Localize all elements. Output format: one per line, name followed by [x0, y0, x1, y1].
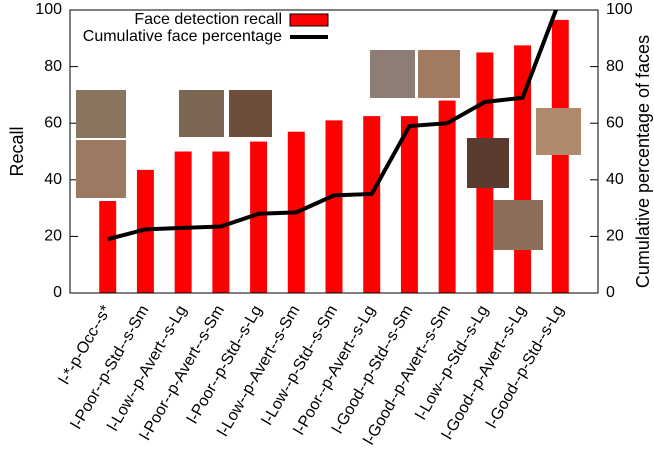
y2-tick-label: 40	[606, 171, 624, 188]
face-thumbnails	[76, 50, 581, 250]
face-image	[179, 90, 224, 137]
bar	[400, 116, 418, 293]
legend-label: Face detection recall	[134, 11, 282, 28]
bar	[174, 151, 192, 293]
face-image	[467, 138, 509, 188]
face-image	[418, 50, 460, 98]
y-tick-label: 100	[35, 1, 62, 18]
bar	[325, 120, 343, 294]
face-image	[76, 140, 126, 198]
bar	[363, 116, 381, 293]
y2-tick-label: 20	[606, 228, 624, 245]
legend-label: Cumulative face percentage	[83, 28, 282, 45]
y-tick-label: 40	[44, 171, 62, 188]
y2-tick-label: 100	[606, 1, 633, 18]
y-tick-label: 0	[53, 284, 62, 301]
y2-tick-label: 60	[606, 114, 624, 131]
bar	[551, 19, 569, 294]
plot-frame	[69, 9, 599, 294]
y-axis-label: Recall	[7, 126, 27, 176]
bar	[250, 141, 268, 293]
face-image	[493, 200, 543, 250]
y2-axis-label: Cumulative percentage of faces	[633, 35, 653, 288]
y2-tick-label: 0	[606, 284, 615, 301]
face-image	[536, 108, 581, 155]
bar	[438, 100, 456, 293]
line	[107, 10, 559, 242]
bar	[99, 201, 117, 293]
y-tick-label: 80	[44, 58, 62, 75]
face-image	[370, 50, 415, 98]
face-image	[76, 90, 126, 138]
y-tick-label: 20	[44, 228, 62, 245]
bar	[212, 151, 230, 293]
y2-tick-label: 80	[606, 58, 624, 75]
legend-swatch	[289, 13, 329, 27]
y-tick-label: 60	[44, 114, 62, 131]
bar	[136, 169, 154, 293]
face-image	[229, 90, 272, 137]
